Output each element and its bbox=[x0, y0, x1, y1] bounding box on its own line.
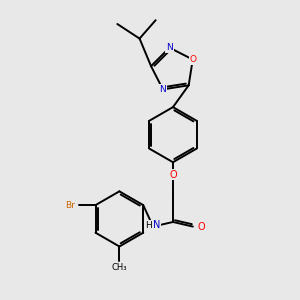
Text: CH₃: CH₃ bbox=[112, 263, 127, 272]
Text: O: O bbox=[169, 169, 177, 179]
Text: Br: Br bbox=[65, 201, 75, 210]
Text: N: N bbox=[153, 220, 160, 230]
Text: H: H bbox=[145, 220, 152, 230]
Text: O: O bbox=[197, 222, 205, 232]
Text: N: N bbox=[160, 85, 166, 94]
Text: N: N bbox=[166, 43, 173, 52]
Text: O: O bbox=[189, 55, 196, 64]
